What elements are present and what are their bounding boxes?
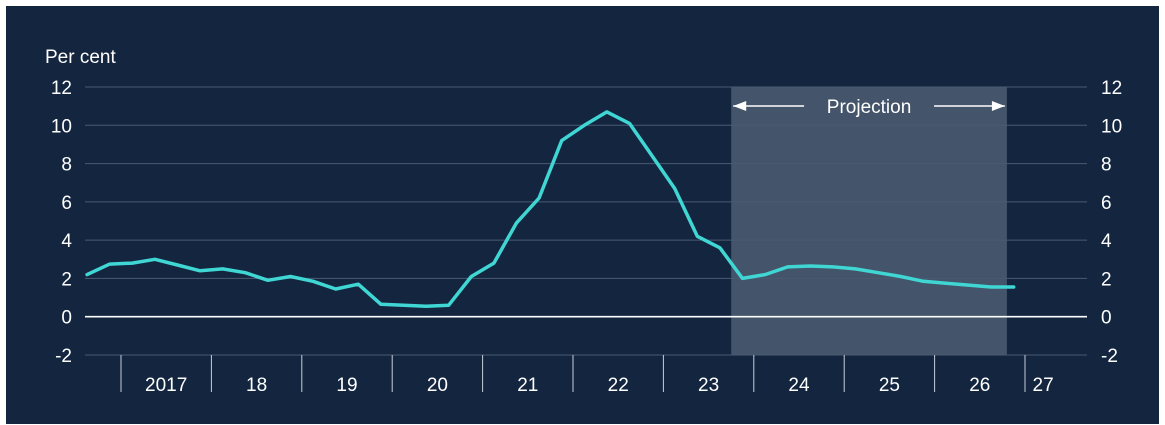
series-group <box>85 110 1016 308</box>
x-tick-label: 27 <box>1033 375 1054 396</box>
x-tick-label: 2017 <box>145 375 187 396</box>
y-tick-label-right: 4 <box>1101 231 1112 252</box>
y-tick-label-left: 12 <box>51 78 72 99</box>
x-tick-label: 22 <box>608 375 629 396</box>
y-tick-label-left: 0 <box>61 308 72 329</box>
x-tick-label: 19 <box>336 375 357 396</box>
projection-arrow-left-head <box>733 101 747 111</box>
x-axis: 2017 18 19 20 21 22 23 24 25 26 27 <box>120 355 1054 396</box>
x-tick-label: 20 <box>427 375 448 396</box>
y-tick-labels: -2 -2 0 0 2 2 4 4 6 6 8 8 10 10 12 12 <box>51 78 1122 367</box>
projection-band-group: Projection <box>731 87 1007 355</box>
projection-band <box>731 87 1007 355</box>
y-tick-label-right: 0 <box>1101 308 1112 329</box>
x-tick-label: 18 <box>246 375 267 396</box>
y-tick-label-right: 8 <box>1101 155 1112 176</box>
projection-label: Projection <box>827 97 912 118</box>
y-tick-label-left: 6 <box>61 193 72 214</box>
series-line <box>85 110 1016 308</box>
y-tick-label-left: -2 <box>55 346 72 367</box>
x-tick-label: 21 <box>517 375 538 396</box>
x-tick-label: 25 <box>879 375 900 396</box>
y-tick-label-right: 12 <box>1101 78 1122 99</box>
y-tick-label-right: 6 <box>1101 193 1112 214</box>
projection-arrow-right-head <box>991 101 1005 111</box>
y-tick-label-left: 4 <box>61 231 72 252</box>
y-tick-label-left: 8 <box>61 155 72 176</box>
x-tick-label: 23 <box>698 375 719 396</box>
y-tick-label-right: 2 <box>1101 269 1112 290</box>
y-tick-label-left: 10 <box>51 116 72 137</box>
y-unit-label: Per cent <box>45 47 116 68</box>
y-tick-label-left: 2 <box>61 269 72 290</box>
y-tick-label-right: 10 <box>1101 116 1122 137</box>
x-tick-label: 26 <box>969 375 990 396</box>
x-tick-label: 24 <box>788 375 810 396</box>
y-tick-label-right: -2 <box>1101 346 1118 367</box>
